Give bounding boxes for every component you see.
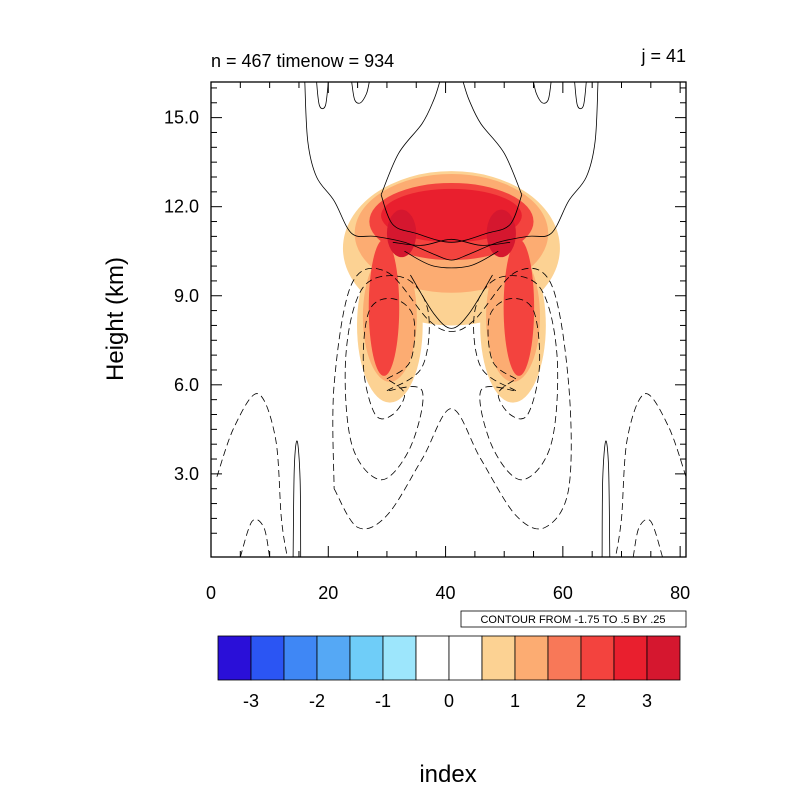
x-axis-label: index [419, 761, 476, 788]
colorbar-swatch [448, 635, 483, 681]
colorbar-swatch [316, 635, 351, 681]
plot-frame [210, 81, 687, 558]
fill-region-11 [486, 209, 516, 258]
fill-region-9 [381, 188, 522, 243]
colorbar-swatch [646, 635, 681, 681]
positive-contour-10 [380, 82, 441, 195]
colorbar-swatch [217, 635, 252, 681]
positive-contour-11 [462, 82, 523, 195]
negative-contour-7 [239, 518, 270, 557]
y-axis-label: Height (km) [102, 257, 129, 381]
colorbar-tick-label: -1 [375, 691, 391, 711]
y-tick-label: 12.0 [164, 197, 199, 217]
colorbar-swatch [580, 635, 615, 681]
colorbar-tick-label: 2 [576, 691, 586, 711]
x-tick-label: 40 [436, 583, 456, 603]
positive-contour-16 [316, 82, 329, 110]
positive-contour-14 [404, 250, 499, 269]
title-left: n = 467 timenow = 934 [211, 51, 394, 71]
fill-region-8 [503, 239, 535, 376]
colorbar-swatch [250, 635, 285, 681]
y-tick-label: 15.0 [164, 108, 199, 128]
negative-contour-6 [615, 393, 686, 557]
fill-region-7 [368, 239, 400, 376]
negative-contour-5 [216, 393, 288, 557]
colorbar-swatch [349, 635, 384, 681]
positive-contour-20 [292, 440, 302, 557]
x-tick-label: 20 [318, 583, 338, 603]
x-tick-label: 80 [670, 583, 690, 603]
negative-contour-3 [487, 298, 541, 420]
negative-contour-4 [332, 267, 572, 530]
colorbar-swatch [481, 635, 516, 681]
positive-contour-17 [351, 82, 370, 104]
negative-contour-2 [473, 275, 559, 481]
fill-region-10 [386, 209, 417, 258]
y-tick-labels: 3.0 6.0 9.0 12.0 15.0 [164, 108, 199, 484]
y-tick-label: 9.0 [174, 286, 199, 306]
plot-area [210, 81, 687, 558]
positive-contour-12 [380, 194, 523, 243]
contour-info-text: CONTOUR FROM -1.75 TO .5 BY .25 [480, 614, 665, 626]
positive-contour-9 [304, 82, 599, 261]
positive-contour-21 [601, 440, 611, 557]
negative-contour-1 [362, 298, 416, 420]
x-tick-label: 0 [206, 583, 216, 603]
contour-lines [216, 82, 686, 557]
colorbar-swatch [382, 635, 417, 681]
axis-ticks [210, 82, 686, 557]
title-right: j = 41 [640, 46, 686, 66]
x-tick-label: 60 [553, 583, 573, 603]
positive-contour-19 [533, 82, 552, 104]
colorbar-tick-label: 3 [642, 691, 652, 711]
colorbar-tick-label: -3 [243, 691, 259, 711]
x-tick-labels: 0 20 40 60 80 [206, 583, 690, 603]
colorbar-labels: -3 -2 -1 0 1 2 3 [243, 691, 652, 711]
colorbar [217, 635, 681, 681]
colorbar-tick-label: 0 [444, 691, 454, 711]
negative-contour-8 [632, 518, 663, 557]
contour-info-frame [460, 610, 687, 628]
negative-contour-0 [344, 275, 430, 481]
positive-contour-13 [392, 238, 511, 246]
y-tick-label: 3.0 [174, 464, 199, 484]
positive-contour-18 [574, 82, 587, 110]
positive-contour-15 [410, 274, 493, 329]
colorbar-swatch [514, 635, 549, 681]
colorbar-swatch [613, 635, 648, 681]
colorbar-swatch [547, 635, 582, 681]
colorbar-tick-label: -2 [309, 691, 325, 711]
contour-info-box: CONTOUR FROM -1.75 TO .5 BY .25 [460, 610, 687, 628]
y-tick-label: 6.0 [174, 375, 199, 395]
colorbar-swatch [283, 635, 318, 681]
colorbar-tick-label: 1 [510, 691, 520, 711]
colorbar-swatch [415, 635, 450, 681]
shaded-field [342, 171, 560, 403]
